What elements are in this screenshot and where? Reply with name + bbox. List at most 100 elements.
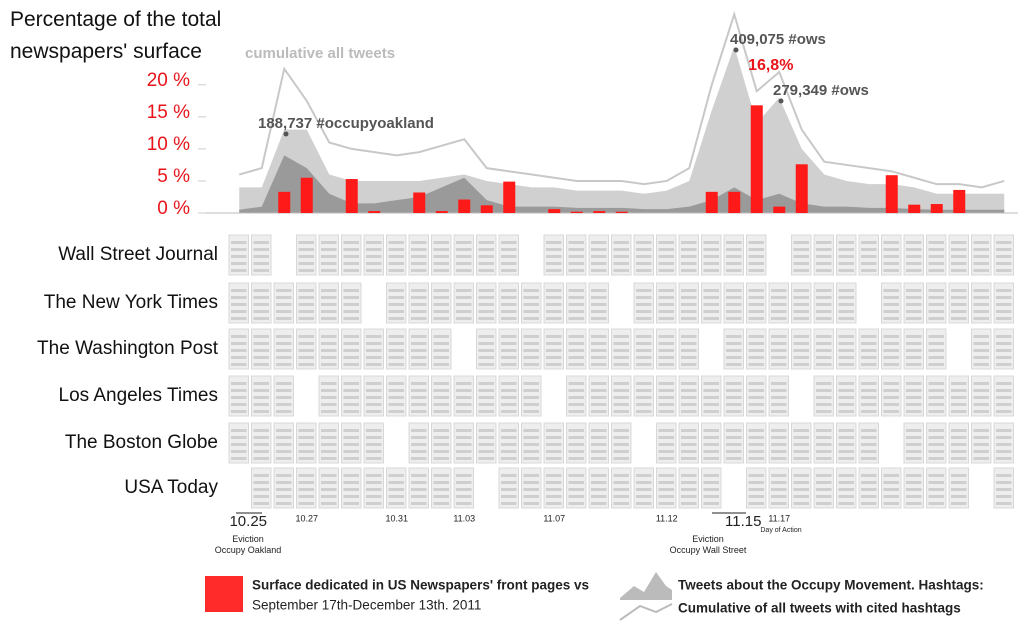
thumbnail-text xyxy=(748,481,764,484)
thumbnail-text xyxy=(636,488,652,491)
thumbnail-text xyxy=(703,495,719,498)
thumbnail-text xyxy=(928,436,944,439)
thumbnail-text xyxy=(636,303,652,306)
thumbnail-text xyxy=(906,335,922,338)
thumbnail-text xyxy=(501,382,517,385)
thumbnail-text xyxy=(591,474,607,477)
thumbnail-text xyxy=(501,443,517,446)
bar xyxy=(728,191,741,213)
bar xyxy=(908,204,921,213)
thumbnail-text xyxy=(298,241,314,244)
thumbnail-text xyxy=(928,296,944,299)
thumbnail-text xyxy=(816,429,832,432)
thumbnail-text xyxy=(366,342,382,345)
thumbnail-text xyxy=(883,474,899,477)
bar xyxy=(930,204,943,213)
thumbnail-text xyxy=(298,335,314,338)
thumbnail-text xyxy=(433,317,449,320)
thumbnail-text xyxy=(546,317,562,320)
thumbnail-text xyxy=(613,356,629,359)
thumbnail-text xyxy=(906,269,922,272)
thumbnail-text xyxy=(906,396,922,399)
thumbnail-text xyxy=(658,382,674,385)
thumbnail-text xyxy=(388,303,404,306)
thumbnail-text xyxy=(276,410,292,413)
thumbnail-text xyxy=(838,335,854,338)
thumbnail-text xyxy=(591,335,607,338)
thumbnail-text xyxy=(568,488,584,491)
thumbnail-text xyxy=(816,289,832,292)
thumbnail-text xyxy=(726,317,742,320)
thumbnail-text xyxy=(951,443,967,446)
thumbnail-text xyxy=(411,443,427,446)
thumbnail-text xyxy=(231,248,247,251)
thumbnail-text xyxy=(343,429,359,432)
thumbnail-text xyxy=(861,356,877,359)
thumbnail-text xyxy=(253,310,269,313)
thumbnail-text xyxy=(276,450,292,453)
thumbnail-text xyxy=(906,342,922,345)
thumbnail-text xyxy=(928,262,944,265)
thumbnail-text xyxy=(771,342,787,345)
thumbnail-text xyxy=(298,481,314,484)
thumbnail-text xyxy=(523,389,539,392)
thumbnail-text xyxy=(343,310,359,313)
thumbnail-text xyxy=(613,335,629,338)
thumbnail-text xyxy=(816,495,832,498)
thumbnail-text xyxy=(411,349,427,352)
thumbnail-text xyxy=(996,363,1012,366)
thumbnail-text xyxy=(388,310,404,313)
thumbnail-text xyxy=(478,317,494,320)
thumbnail-text xyxy=(568,443,584,446)
thumbnail-text xyxy=(478,382,494,385)
thumbnail-text xyxy=(816,363,832,366)
thumbnail-text xyxy=(433,436,449,439)
thumbnail-text xyxy=(816,502,832,505)
thumbnail-text xyxy=(658,443,674,446)
y-tick-label: 0 % xyxy=(157,198,190,219)
thumbnail-text xyxy=(231,356,247,359)
thumbnail-text xyxy=(343,303,359,306)
bar xyxy=(300,177,313,213)
thumbnail-text xyxy=(681,335,697,338)
thumbnail-text xyxy=(366,481,382,484)
thumbnail-text xyxy=(951,310,967,313)
thumbnail-text xyxy=(321,310,337,313)
thumbnail-text xyxy=(366,269,382,272)
thumbnail-text xyxy=(478,342,494,345)
thumbnail-text xyxy=(928,474,944,477)
thumbnail-text xyxy=(501,342,517,345)
thumbnail-text xyxy=(973,317,989,320)
thumbnail-text xyxy=(568,457,584,460)
thumbnail-text xyxy=(928,349,944,352)
thumbnail-text xyxy=(523,396,539,399)
thumbnail-text xyxy=(388,248,404,251)
thumbnail-text xyxy=(973,255,989,258)
thumbnail-text xyxy=(456,436,472,439)
thumbnail-text xyxy=(456,457,472,460)
thumbnail-text xyxy=(613,436,629,439)
thumbnail-text xyxy=(951,389,967,392)
thumbnail-text xyxy=(366,335,382,338)
thumbnail-text xyxy=(456,310,472,313)
bar xyxy=(548,209,561,213)
thumbnail-text xyxy=(343,403,359,406)
thumbnail-text xyxy=(523,356,539,359)
thumbnail-text xyxy=(996,262,1012,265)
thumbnail-text xyxy=(838,363,854,366)
thumbnail-text xyxy=(906,410,922,413)
thumbnail-text xyxy=(703,310,719,313)
thumbnail-text xyxy=(411,248,427,251)
thumbnail-text xyxy=(793,488,809,491)
thumbnail-text xyxy=(748,450,764,453)
legend-bar-swatch xyxy=(205,576,243,612)
thumbnail-text xyxy=(591,450,607,453)
thumbnail-text xyxy=(613,450,629,453)
thumbnail-text xyxy=(523,450,539,453)
thumbnail-text xyxy=(591,396,607,399)
thumbnail-text xyxy=(613,410,629,413)
thumbnail-text xyxy=(996,335,1012,338)
bar xyxy=(435,211,448,213)
thumbnail-text xyxy=(298,450,314,453)
thumbnail-text xyxy=(276,429,292,432)
